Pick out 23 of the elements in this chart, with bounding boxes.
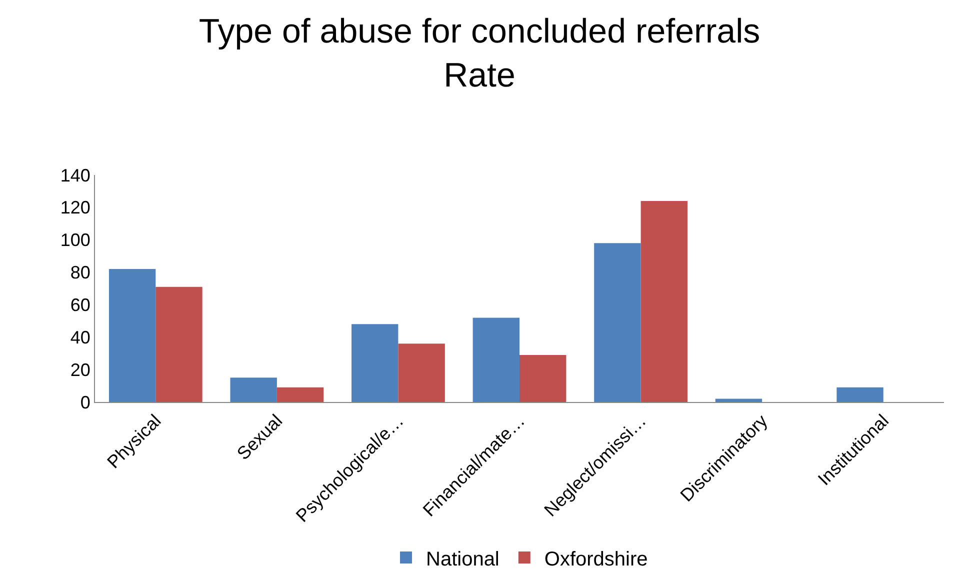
legend-label: Oxfordshire	[544, 548, 648, 570]
bar	[520, 354, 566, 402]
bar	[836, 387, 884, 402]
bar	[594, 243, 641, 402]
bar	[715, 398, 762, 402]
y-tick-label: 0	[80, 392, 90, 412]
y-tick-label: 40	[70, 327, 90, 348]
bar	[472, 318, 520, 402]
legend-label: National	[426, 548, 500, 570]
y-tick-label: 80	[70, 262, 90, 283]
bar	[108, 269, 156, 402]
bar	[230, 378, 277, 402]
y-tick-label: 140	[60, 165, 90, 186]
bar	[398, 344, 445, 402]
bar	[276, 387, 324, 402]
y-tick-label: 100	[60, 230, 90, 250]
chart-title: Type of abuse for concluded referrals Rate	[198, 12, 760, 95]
bar	[352, 324, 398, 402]
y-tick-label: 120	[60, 198, 90, 218]
bar	[156, 286, 202, 402]
y-tick-label: 60	[70, 295, 90, 316]
bar	[640, 200, 688, 402]
y-tick-label: 20	[70, 360, 90, 380]
